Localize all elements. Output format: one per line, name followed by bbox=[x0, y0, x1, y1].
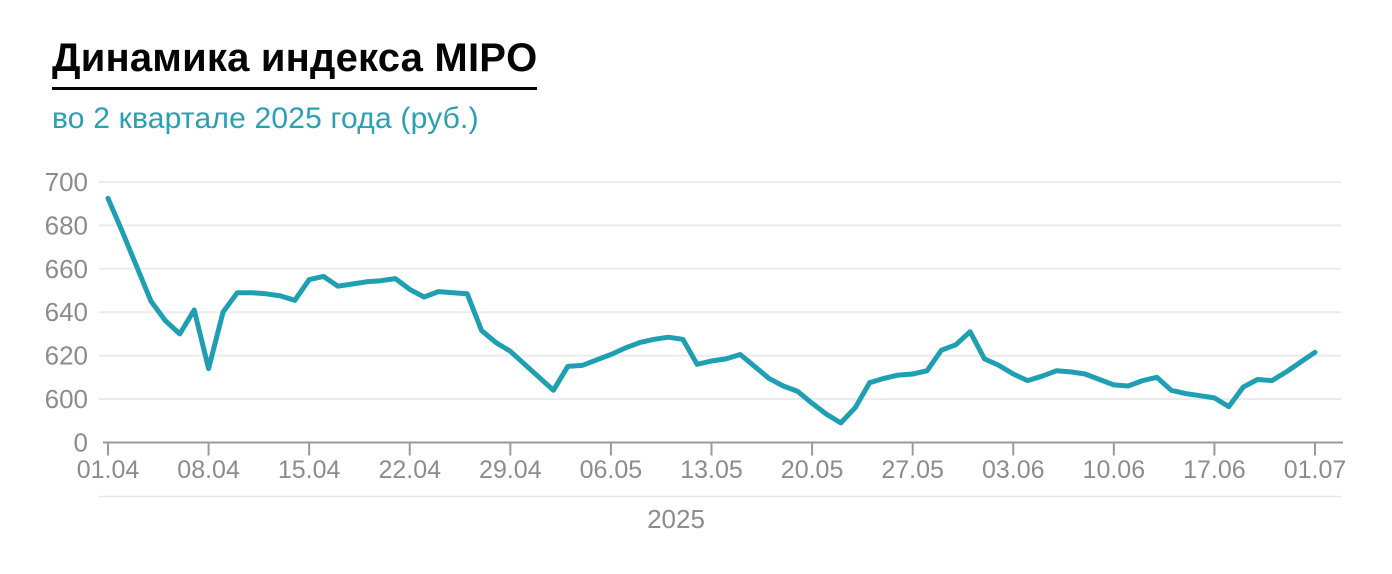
x-tick-label: 15.04 bbox=[278, 456, 341, 484]
x-tick-label: 01.07 bbox=[1284, 456, 1347, 484]
x-tick-label: 22.04 bbox=[378, 456, 441, 484]
y-tick-label: 660 bbox=[45, 254, 88, 284]
y-zero-label: 0 bbox=[74, 428, 88, 458]
y-tick-label: 640 bbox=[45, 297, 88, 327]
x-tick-label: 17.06 bbox=[1183, 456, 1246, 484]
y-tick-label: 600 bbox=[45, 384, 88, 414]
x-tick-label: 13.05 bbox=[680, 456, 743, 484]
x-tick-label: 08.04 bbox=[177, 456, 240, 484]
x-tick-label: 06.05 bbox=[580, 456, 643, 484]
x-tick-label: 27.05 bbox=[881, 456, 944, 484]
chart-header: Динамика индекса MIPO во 2 квартале 2025… bbox=[52, 36, 538, 136]
x-tick-label: 29.04 bbox=[479, 456, 542, 484]
y-tick-label: 620 bbox=[45, 341, 88, 371]
x-axis-year-label: 2025 bbox=[647, 504, 705, 534]
chart-subtitle: во 2 квартале 2025 года (руб.) bbox=[52, 102, 479, 135]
x-tick-label: 03.06 bbox=[982, 456, 1045, 484]
y-tick-label: 700 bbox=[45, 167, 88, 197]
x-tick-label: 10.06 bbox=[1083, 456, 1146, 484]
chart-title: Динамика индекса MIPO bbox=[52, 36, 538, 90]
x-tick-label: 01.04 bbox=[77, 456, 140, 484]
x-tick-label: 20.05 bbox=[781, 456, 844, 484]
y-tick-label: 680 bbox=[45, 210, 88, 240]
index-data-line bbox=[105, 195, 1318, 426]
